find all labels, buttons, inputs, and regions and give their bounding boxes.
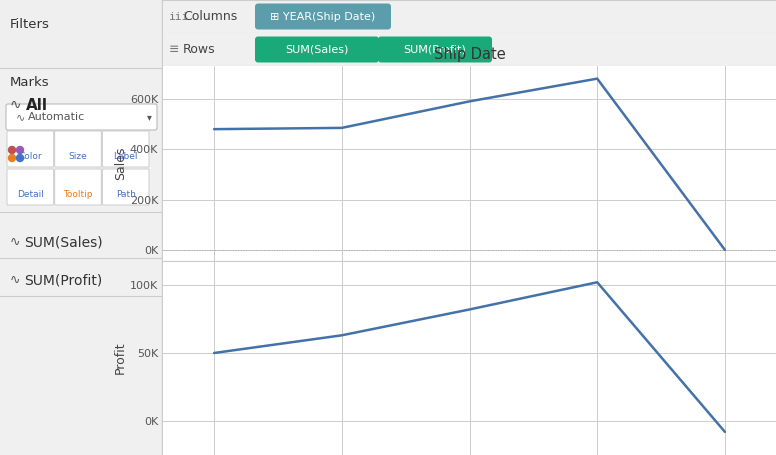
Text: ⊞ YEAR(Ship Date): ⊞ YEAR(Ship Date) (270, 11, 376, 21)
FancyBboxPatch shape (102, 169, 149, 205)
Text: ∿: ∿ (10, 273, 20, 287)
FancyBboxPatch shape (6, 104, 157, 130)
Text: Automatic: Automatic (28, 112, 85, 122)
Text: ▾: ▾ (147, 112, 151, 122)
Circle shape (16, 147, 23, 153)
Circle shape (9, 155, 16, 162)
FancyBboxPatch shape (7, 131, 54, 167)
Text: Label: Label (113, 152, 138, 161)
Text: SUM(Profit): SUM(Profit) (404, 45, 466, 55)
FancyBboxPatch shape (255, 4, 391, 30)
Text: Rows: Rows (183, 43, 216, 56)
Text: SUM(Sales): SUM(Sales) (24, 235, 102, 249)
Text: ≡: ≡ (169, 43, 179, 56)
Text: ∿: ∿ (10, 236, 20, 248)
Text: Columns: Columns (183, 10, 237, 23)
Text: Detail: Detail (17, 190, 43, 199)
Text: ∿: ∿ (16, 112, 26, 122)
Text: Path: Path (116, 190, 136, 199)
Text: iii: iii (169, 11, 189, 21)
Text: SUM(Profit): SUM(Profit) (24, 273, 102, 287)
Bar (0, 0, 163, 68)
FancyBboxPatch shape (7, 169, 54, 205)
FancyBboxPatch shape (378, 36, 492, 62)
Circle shape (16, 155, 23, 162)
Text: Filters: Filters (10, 18, 50, 31)
FancyBboxPatch shape (54, 131, 102, 167)
Y-axis label: Sales: Sales (114, 147, 127, 180)
Circle shape (9, 147, 16, 153)
Text: Tooltip: Tooltip (64, 190, 93, 199)
Text: Marks: Marks (10, 76, 50, 89)
FancyBboxPatch shape (255, 36, 379, 62)
Text: Size: Size (68, 152, 88, 161)
FancyBboxPatch shape (54, 169, 102, 205)
Y-axis label: Profit: Profit (114, 341, 127, 374)
Text: SUM(Sales): SUM(Sales) (286, 45, 348, 55)
Text: ∿: ∿ (10, 98, 22, 112)
Text: All: All (26, 98, 48, 113)
FancyBboxPatch shape (102, 131, 149, 167)
Title: Ship Date: Ship Date (434, 47, 505, 62)
Text: Color: Color (19, 152, 42, 161)
